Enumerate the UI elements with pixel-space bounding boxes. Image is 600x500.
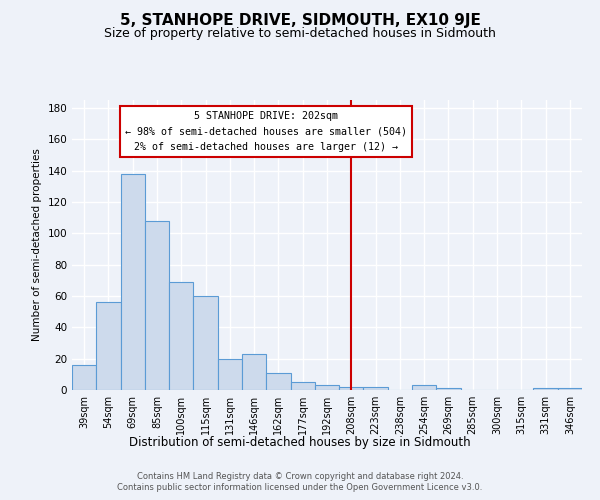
Bar (242, 354, 266, 390)
Text: Distribution of semi-detached houses by size in Sidmouth: Distribution of semi-detached houses by … (129, 436, 471, 449)
Bar (290, 382, 315, 390)
Text: Contains HM Land Registry data © Crown copyright and database right 2024.: Contains HM Land Registry data © Crown c… (137, 472, 463, 481)
Bar (169, 282, 193, 390)
Bar (412, 386, 436, 390)
Bar (315, 386, 339, 390)
Bar (218, 358, 242, 390)
Bar (558, 388, 582, 390)
Text: Size of property relative to semi-detached houses in Sidmouth: Size of property relative to semi-detach… (104, 28, 496, 40)
Bar (96, 302, 121, 390)
Text: 5 STANHOPE DRIVE: 202sqm
← 98% of semi-detached houses are smaller (504)
2% of s: 5 STANHOPE DRIVE: 202sqm ← 98% of semi-d… (125, 111, 407, 152)
Bar (193, 296, 218, 390)
Bar (145, 220, 169, 390)
Bar (266, 373, 290, 390)
Bar (364, 387, 388, 390)
Bar (72, 365, 96, 390)
Bar (436, 388, 461, 390)
Bar (533, 388, 558, 390)
Y-axis label: Number of semi-detached properties: Number of semi-detached properties (32, 148, 42, 342)
Bar (339, 387, 364, 390)
Text: Contains public sector information licensed under the Open Government Licence v3: Contains public sector information licen… (118, 483, 482, 492)
Bar (121, 174, 145, 390)
Text: 5, STANHOPE DRIVE, SIDMOUTH, EX10 9JE: 5, STANHOPE DRIVE, SIDMOUTH, EX10 9JE (119, 12, 481, 28)
